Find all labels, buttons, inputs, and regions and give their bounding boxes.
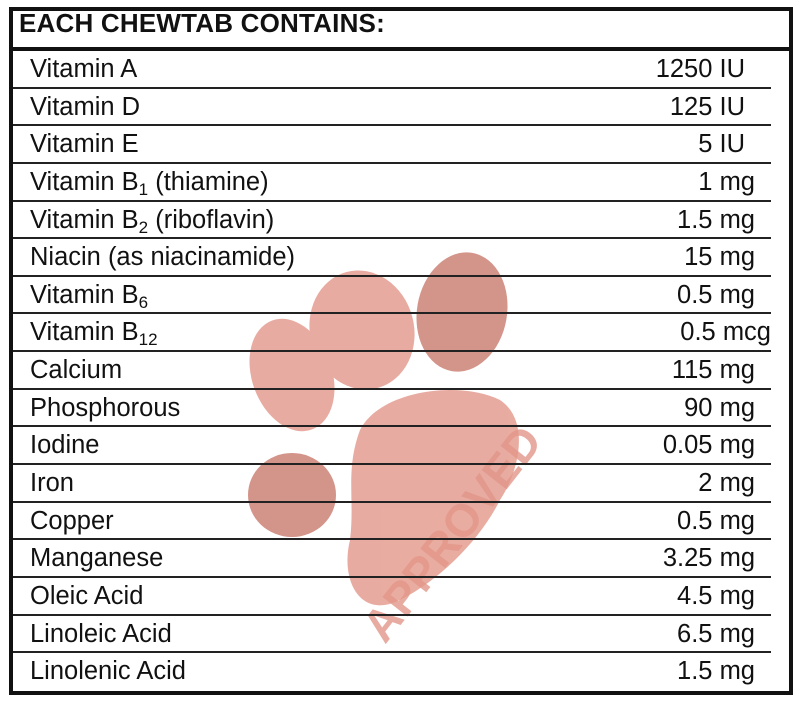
- nutrient-name-text: Vitamin B: [30, 205, 139, 234]
- nutrient-row: Vitamin D 125 IU: [13, 89, 771, 127]
- nutrient-name-text: Iron: [30, 469, 74, 498]
- nutrient-row: Manganese 3.25 mg: [13, 540, 771, 578]
- nutrient-name: Vitamin B1 (thiamine): [30, 167, 269, 199]
- nutrient-name-text: Vitamin A: [30, 55, 138, 83]
- nutrient-name-text: Vitamin B: [30, 280, 139, 309]
- nutrient-name: Vitamin A: [30, 54, 137, 84]
- nutrient-name: Calcium: [30, 355, 122, 385]
- nutrient-name-text: Iodine: [30, 431, 100, 460]
- nutrient-name-text: Vitamin B: [30, 318, 139, 347]
- nutrient-row: Vitamin A 1250 IU: [13, 51, 771, 89]
- nutrient-subscript: 1: [138, 179, 149, 199]
- nutrient-row: Vitamin E 5 IU: [13, 126, 771, 164]
- nutrient-amount: 115 mg: [671, 356, 755, 385]
- nutrient-row: Calcium 115 mg: [13, 352, 771, 390]
- nutrient-name: Niacin (as niacinamide): [30, 242, 295, 272]
- nutrient-row: Iron 2 mg: [13, 465, 771, 503]
- nutrient-name-text: Linolenic Acid: [30, 657, 186, 686]
- nutrient-table: Vitamin A 1250 IU Vitamin D 125 IU Vitamin E…: [13, 51, 771, 691]
- nutrient-row: Vitamin B2 (riboflavin) 1.5 mg: [13, 202, 771, 240]
- nutrient-amount: 4.5 mg: [677, 581, 755, 610]
- nutrient-amount: 3.25 mg: [662, 544, 755, 573]
- nutrient-row: Iodine 0.05 mg: [13, 427, 771, 466]
- nutrient-name-text: Linoleic Acid: [30, 619, 172, 648]
- nutrient-amount: 0.5 mcg: [680, 318, 771, 347]
- nutrient-name: Copper: [30, 506, 114, 536]
- nutrient-amount: 5 IU: [698, 130, 745, 159]
- nutrient-name: Iron: [30, 468, 74, 498]
- nutrient-amount: 0.5 mg: [677, 280, 755, 309]
- nutrient-name: Vitamin B6: [30, 280, 149, 312]
- nutrient-amount: 15 mg: [684, 243, 755, 272]
- nutrient-row: Linolenic Acid 1.5 mg: [13, 653, 771, 691]
- nutrient-name-text: Calcium: [30, 356, 123, 385]
- nutrient-subscript: 2: [138, 217, 149, 237]
- nutrient-amount: 125 IU: [669, 92, 745, 121]
- nutrient-name: Linoleic Acid: [30, 619, 172, 649]
- nutrient-name: Vitamin D: [30, 92, 140, 122]
- nutrient-amount: 1 mg: [698, 167, 755, 196]
- nutrient-row: Phosphorous 90 mg: [13, 390, 771, 428]
- nutrient-name: Phosphorous: [30, 393, 180, 423]
- nutrient-row: Vitamin B1 (thiamine) 1 mg: [13, 164, 771, 202]
- nutrient-name: Manganese: [30, 543, 163, 573]
- nutrient-name-suffix: (riboflavin): [148, 205, 275, 234]
- nutrient-row: Copper 0.5 mg: [13, 503, 771, 541]
- nutrient-name-text: Vitamin D: [30, 92, 141, 121]
- nutrient-name: Linolenic Acid: [30, 656, 186, 686]
- nutrient-amount: 6.5 mg: [677, 619, 755, 648]
- nutrient-name-text: Vitamin E: [30, 130, 139, 159]
- nutrient-subscript: 12: [138, 330, 158, 350]
- nutrient-name: Vitamin B12: [30, 317, 158, 350]
- nutrient-name-text: Phosphorous: [30, 393, 181, 422]
- nutrient-name-suffix: (thiamine): [148, 167, 269, 196]
- header-divider: [13, 47, 789, 51]
- nutrient-amount: 2 mg: [698, 469, 755, 498]
- nutrient-name-text: Niacin (as niacinamide): [30, 243, 296, 272]
- nutrient-amount: 90 mg: [684, 393, 755, 422]
- nutrient-row: Vitamin B6 0.5 mg: [13, 277, 771, 315]
- nutrient-amount: 0.5 mg: [677, 506, 755, 535]
- label-border: [9, 7, 793, 695]
- label-title: EACH CHEWTAB CONTAINS:: [19, 8, 385, 38]
- nutrient-row: Niacin (as niacinamide) 15 mg: [13, 239, 771, 277]
- nutrient-row: Vitamin B12 0.5 mcg: [13, 314, 771, 353]
- nutrient-amount: 0.05 mg: [662, 431, 755, 460]
- nutrient-name-text: Vitamin B: [30, 167, 139, 196]
- nutrient-amount: 1250 IU: [655, 55, 745, 83]
- nutrient-amount: 1.5 mg: [677, 205, 755, 234]
- nutrient-amount: 1.5 mg: [677, 657, 755, 686]
- nutrient-name: Iodine: [30, 430, 99, 460]
- nutrient-row: Oleic Acid 4.5 mg: [13, 578, 771, 616]
- nutrient-name: Vitamin E: [30, 129, 139, 159]
- nutrient-subscript: 6: [138, 292, 149, 312]
- nutrient-name: Vitamin B2 (riboflavin): [30, 205, 275, 237]
- nutrient-name-text: Manganese: [30, 544, 164, 573]
- nutrient-name-text: Oleic Acid: [30, 581, 144, 610]
- nutrient-name-text: Copper: [30, 506, 114, 535]
- nutrient-row: Linoleic Acid 6.5 mg: [13, 616, 771, 654]
- nutrient-name: Oleic Acid: [30, 581, 143, 611]
